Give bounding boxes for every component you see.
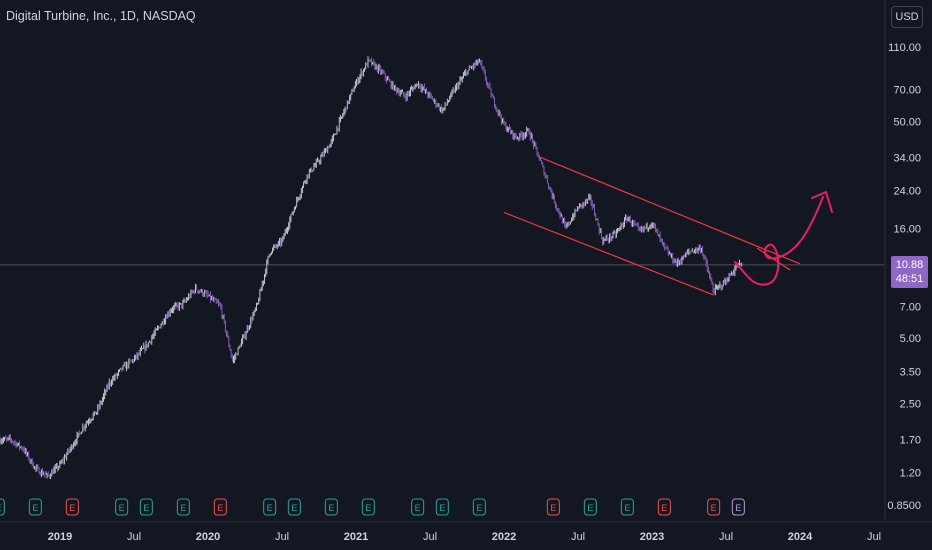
svg-text:E: E [291, 503, 297, 513]
earnings-marker-icon[interactable]: E [731, 498, 745, 516]
y-tick-label: 5.00 [900, 333, 921, 345]
x-tick-label: Jul [275, 531, 289, 543]
y-tick-label: 110.00 [888, 42, 921, 54]
earnings-marker-icon[interactable]: E [324, 498, 338, 516]
svg-text:E: E [0, 503, 1, 513]
y-tick-label: 24.00 [893, 185, 921, 197]
svg-text:E: E [217, 503, 223, 513]
earnings-marker-icon[interactable]: E [361, 498, 375, 516]
earnings-marker-icon[interactable]: E [28, 498, 42, 516]
x-tick-label: 2020 [196, 531, 220, 543]
svg-text:E: E [180, 503, 186, 513]
earnings-marker-icon[interactable]: E [263, 498, 277, 516]
y-tick-label: 1.20 [900, 468, 921, 480]
svg-text:E: E [328, 503, 334, 513]
earnings-marker-icon[interactable]: E [657, 498, 671, 516]
current-price-tag: 10.88 48:51 [891, 256, 928, 288]
earnings-marker-icon[interactable]: E [620, 498, 634, 516]
earnings-marker-icon[interactable]: E [213, 498, 227, 516]
earnings-marker-icon[interactable]: E [707, 498, 721, 516]
channel-lower-line [503, 211, 714, 296]
svg-text:E: E [143, 503, 149, 513]
x-tick-label: 2019 [48, 531, 72, 543]
svg-text:E: E [550, 503, 556, 513]
svg-text:E: E [587, 503, 593, 513]
projection-arrowhead [811, 191, 833, 213]
svg-text:E: E [365, 503, 371, 513]
x-tick-label: Jul [867, 531, 881, 543]
y-tick-label: 70.00 [893, 85, 921, 97]
y-tick-label: 34.00 [893, 153, 921, 165]
current-price-value: 10.88 [895, 259, 924, 271]
y-tick-label: 2.50 [900, 398, 921, 410]
bar-countdown: 48:51 [895, 273, 924, 285]
currency-button[interactable]: USD [891, 6, 923, 28]
svg-text:E: E [711, 503, 717, 513]
earnings-marker-icon[interactable]: E [139, 498, 153, 516]
y-tick-label: 7.00 [900, 301, 921, 313]
y-tick-label: 3.50 [900, 367, 921, 379]
svg-text:E: E [735, 503, 741, 513]
earnings-marker-icon[interactable]: E [0, 498, 5, 516]
x-tick-label: 2023 [640, 531, 664, 543]
x-tick-label: Jul [571, 531, 585, 543]
earnings-marker-icon[interactable]: E [546, 498, 560, 516]
earnings-marker-icon[interactable]: E [435, 498, 449, 516]
earnings-marker-icon[interactable]: E [176, 498, 190, 516]
svg-text:E: E [661, 503, 667, 513]
earnings-marker-icon[interactable]: E [411, 498, 425, 516]
svg-text:E: E [69, 503, 75, 513]
earnings-marker-icon[interactable]: E [287, 498, 301, 516]
channel-upper-line [540, 157, 801, 265]
svg-text:E: E [267, 503, 273, 513]
x-tick-label: Jul [719, 531, 733, 543]
earnings-marker-icon[interactable]: E [65, 498, 79, 516]
svg-text:E: E [439, 503, 445, 513]
svg-text:E: E [32, 503, 38, 513]
x-tick-label: 2022 [492, 531, 516, 543]
x-tick-label: 2021 [344, 531, 368, 543]
y-tick-label: 16.00 [893, 224, 921, 236]
y-tick-label: 1.70 [900, 435, 921, 447]
svg-text:E: E [119, 503, 125, 513]
earnings-marker-icon[interactable]: E [115, 498, 129, 516]
svg-text:E: E [476, 503, 482, 513]
x-tick-label: 2024 [788, 531, 813, 543]
chart-title: Digital Turbine, Inc., 1D, NASDAQ [6, 9, 196, 23]
y-tick-label: 0.8500 [887, 500, 921, 512]
projection-drawing [734, 196, 824, 286]
x-tick-label: Jul [423, 531, 437, 543]
x-tick-label: Jul [127, 531, 141, 543]
y-tick-label: 50.00 [893, 116, 921, 128]
svg-text:E: E [624, 503, 630, 513]
earnings-marker-icon[interactable]: E [583, 498, 597, 516]
earnings-marker-icon[interactable]: E [472, 498, 486, 516]
svg-text:E: E [415, 503, 421, 513]
